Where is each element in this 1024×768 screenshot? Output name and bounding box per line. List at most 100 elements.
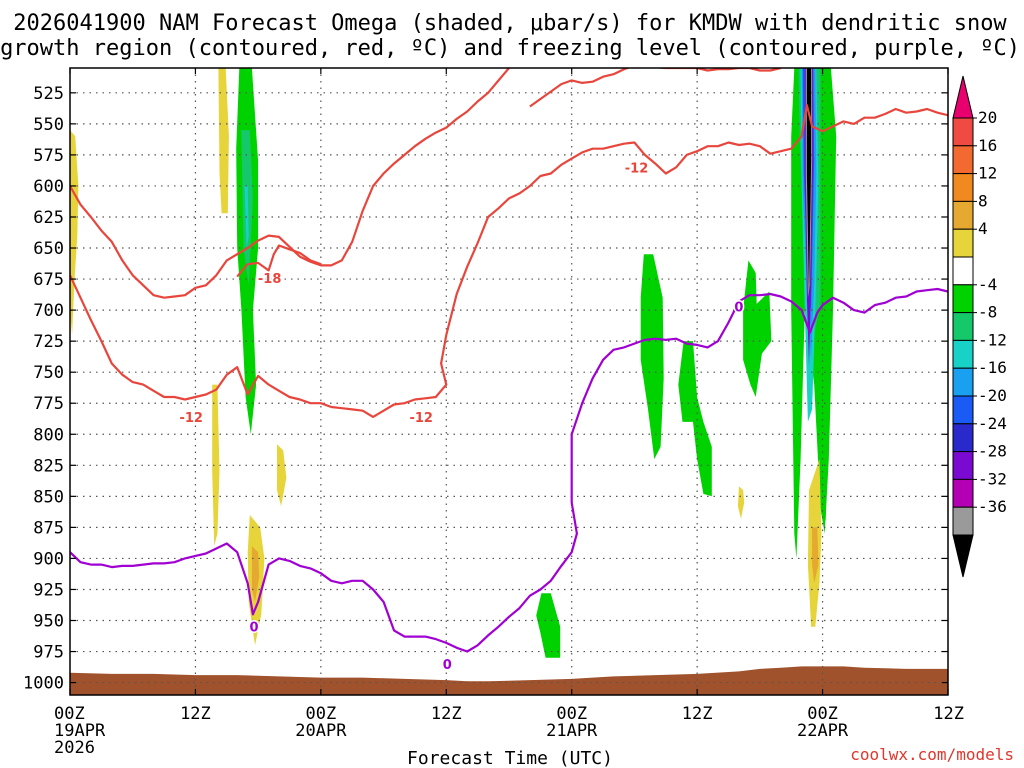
y-tick-label: 650 bbox=[33, 239, 64, 259]
plot-frame bbox=[69, 67, 949, 696]
colorbar: 20 16 12 8 4 -4 -8 -12 -16 -20 -24 -28 -32 -36 bbox=[952, 75, 1007, 578]
colorbar-swatch bbox=[952, 117, 974, 147]
x-axis-label: Forecast Time (UTC) bbox=[407, 748, 613, 768]
omega-region-green-lt-4 bbox=[820, 68, 833, 522]
colorbar-swatch bbox=[952, 312, 974, 341]
colorbar-label: -12 bbox=[978, 330, 1007, 349]
contour-minus12-lower-red bbox=[70, 68, 510, 299]
colorbar-swatch bbox=[952, 423, 974, 453]
x-tick-label: 00Z bbox=[807, 704, 838, 724]
colorbar-swatch bbox=[952, 228, 974, 258]
y-tick-label: 1000 bbox=[23, 674, 64, 694]
contour-label: 0 bbox=[734, 300, 743, 315]
colorbar-top-arrow bbox=[952, 75, 974, 119]
y-tick-label: 525 bbox=[33, 84, 64, 104]
colorbar-swatch bbox=[952, 145, 974, 175]
x-tick-label: 12Z bbox=[682, 704, 713, 724]
colorbar-swatch bbox=[952, 478, 974, 508]
colorbar-label: -28 bbox=[978, 442, 1007, 461]
x-tick-label: 2026 bbox=[54, 738, 95, 758]
y-tick-label: 925 bbox=[33, 580, 64, 600]
contour-label: 0 bbox=[443, 658, 452, 673]
chart-title-line-1: 2026041900 NAM Forecast Omega (shaded, μ… bbox=[13, 11, 1007, 36]
omega-region-black-lt-36 bbox=[806, 68, 812, 296]
y-tick-label: 900 bbox=[33, 549, 64, 569]
omega-region-green-lt-4 bbox=[743, 260, 772, 397]
colorbar-label: -8 bbox=[978, 303, 997, 322]
y-tick-label: 950 bbox=[33, 612, 64, 632]
contour-freezing-level-purple bbox=[70, 287, 948, 653]
chart-title-line-2: growth region (contoured, red, ºC) and f… bbox=[0, 36, 1020, 61]
colorbar-label: 16 bbox=[978, 136, 997, 155]
colorbar-swatch bbox=[952, 395, 974, 425]
colorbar-swatch bbox=[952, 367, 974, 397]
y-tick-label: 850 bbox=[33, 487, 64, 507]
colorbar-swatch bbox=[952, 284, 974, 314]
y-axis: 525 550 575 600 625 650 675 700 725 750 775 800 825 8… bbox=[23, 84, 948, 694]
omega-region-yellow-gt4 bbox=[70, 130, 79, 335]
colorbar-label: 12 bbox=[978, 164, 997, 183]
omega-region-yellow-gt4 bbox=[218, 68, 229, 214]
x-tick-label: 22APR bbox=[797, 721, 849, 741]
colorbar-swatch bbox=[952, 256, 974, 286]
contour-minus12-top-red bbox=[529, 68, 782, 108]
x-tick-label: 00Z bbox=[556, 704, 587, 724]
y-tick-label: 775 bbox=[33, 394, 64, 414]
omega-region-orange-gt8 bbox=[251, 546, 260, 602]
omega-region-green-lt-4 bbox=[536, 593, 561, 658]
x-tick-label: 20APR bbox=[295, 721, 347, 741]
omega-region-orange-gt8 bbox=[812, 527, 819, 584]
y-tick-label: 975 bbox=[33, 643, 64, 663]
y-tick-label: 750 bbox=[33, 363, 64, 383]
colorbar-label: 8 bbox=[978, 191, 988, 210]
colorbar-label: -36 bbox=[978, 497, 1007, 516]
contour-minus12-upper-red bbox=[70, 104, 948, 418]
y-tick-label: 825 bbox=[33, 456, 64, 476]
colorbar-label: -24 bbox=[978, 414, 1007, 433]
colorbar-swatch bbox=[952, 506, 974, 536]
colorbar-label: -4 bbox=[978, 275, 997, 294]
y-tick-label: 675 bbox=[33, 270, 64, 290]
y-tick-label: 800 bbox=[33, 425, 64, 445]
y-tick-label: 700 bbox=[33, 301, 64, 321]
y-tick-label: 625 bbox=[33, 208, 64, 228]
contour-labels: -18 -12 -12 -12 0 0 0 bbox=[178, 160, 745, 675]
omega-region-yellow-gt4 bbox=[212, 384, 220, 546]
contour-label: -18 bbox=[258, 272, 282, 287]
colorbar-label: -32 bbox=[978, 469, 1007, 488]
colorbar-swatch bbox=[952, 173, 974, 202]
omega-region-yellow-gt4 bbox=[737, 486, 745, 519]
colorbar-swatch bbox=[952, 339, 974, 369]
omega-shaded-layer bbox=[70, 68, 837, 658]
credit-text: coolwx.com/models bbox=[850, 745, 1014, 764]
y-tick-label: 550 bbox=[33, 115, 64, 135]
colorbar-swatch bbox=[952, 200, 974, 230]
x-tick-label: 00Z bbox=[54, 704, 85, 724]
colorbar-label: -16 bbox=[978, 358, 1007, 377]
x-tick-label: 12Z bbox=[180, 704, 211, 724]
contour-label: -12 bbox=[625, 161, 649, 176]
y-tick-label: 600 bbox=[33, 177, 64, 197]
omega-region-yellow-gt4 bbox=[277, 444, 287, 507]
x-tick-label: 00Z bbox=[305, 704, 336, 724]
omega-region-green-lt-4 bbox=[678, 341, 712, 497]
colorbar-bottom-arrow bbox=[952, 534, 974, 578]
x-tick-label: 12Z bbox=[431, 704, 462, 724]
y-tick-label: 725 bbox=[33, 332, 64, 352]
colorbar-swatch bbox=[952, 451, 974, 480]
x-tick-label: 21APR bbox=[546, 721, 598, 741]
contour-label: -12 bbox=[179, 411, 203, 426]
contour-label: 0 bbox=[249, 621, 258, 636]
terrain-layer bbox=[70, 666, 948, 695]
contour-layer bbox=[70, 68, 948, 653]
colorbar-label: 20 bbox=[978, 108, 997, 127]
y-tick-label: 875 bbox=[33, 518, 64, 538]
contour-minus18-red bbox=[236, 244, 322, 278]
terrain-fill bbox=[70, 666, 948, 695]
y-tick-label: 575 bbox=[33, 146, 64, 166]
contour-label: -12 bbox=[409, 411, 433, 426]
x-tick-label: 12Z bbox=[933, 704, 964, 724]
colorbar-label: -20 bbox=[978, 386, 1007, 405]
